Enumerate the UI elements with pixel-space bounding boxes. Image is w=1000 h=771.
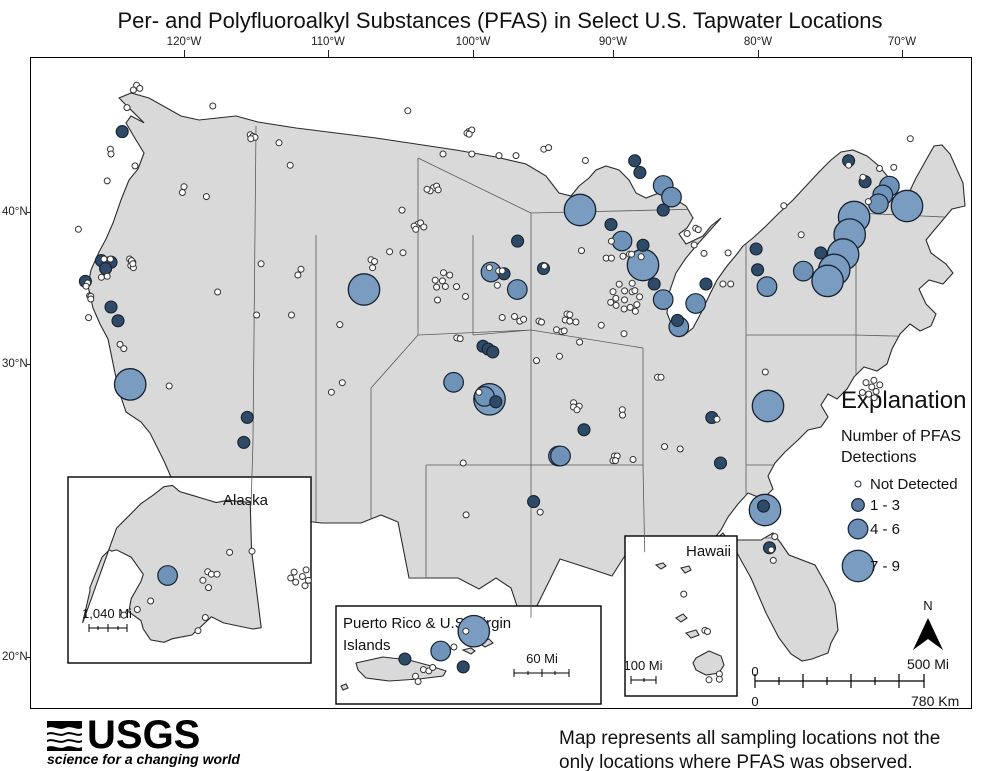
svg-text:0: 0 (751, 694, 758, 708)
svg-text:4 - 6: 4 - 6 (870, 521, 900, 538)
svg-text:780 Km: 780 Km (911, 693, 959, 708)
svg-text:Number of PFAS: Number of PFAS (841, 428, 961, 445)
svg-text:Map represents all sampling lo: Map represents all sampling locations no… (559, 728, 940, 749)
svg-text:7 - 9: 7 - 9 (870, 558, 900, 575)
svg-text:60 Mi: 60 Mi (526, 651, 558, 666)
svg-text:USGS: USGS (87, 713, 200, 757)
svg-text:Alaska: Alaska (223, 492, 269, 509)
svg-text:Hawaii: Hawaii (686, 543, 731, 560)
svg-text:only locations where PFAS was: only locations where PFAS was observed. (559, 752, 913, 771)
svg-text:science for a changing world: science for a changing world (47, 751, 240, 767)
svg-text:Not Detected: Not Detected (870, 476, 958, 493)
svg-text:100 Mi: 100 Mi (623, 658, 662, 673)
svg-text:500 Mi: 500 Mi (907, 656, 949, 672)
svg-text:1 - 3: 1 - 3 (870, 497, 900, 514)
svg-text:Detections: Detections (841, 449, 917, 466)
svg-text:N: N (923, 598, 932, 613)
svg-text:Islands: Islands (343, 637, 391, 654)
